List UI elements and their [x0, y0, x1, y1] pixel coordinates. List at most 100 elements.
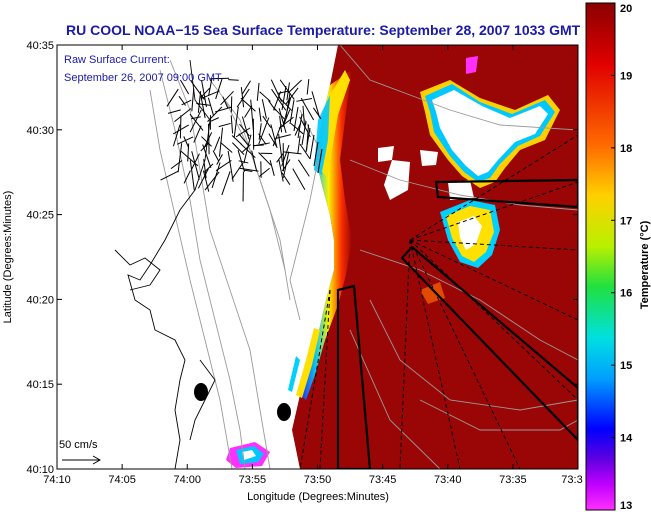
current-vector [243, 169, 253, 173]
current-vector [283, 151, 302, 155]
current-vector [278, 133, 283, 163]
current-label-line2: September 26, 2007 09:00 GMT [64, 72, 222, 84]
current-vector [312, 107, 322, 120]
current-vector [235, 127, 251, 138]
colorbar-ticks: 20 19 18 17 16 15 14 13 [611, 2, 633, 512]
current-vector [215, 78, 223, 100]
current-vector [231, 135, 243, 145]
current-vector [210, 117, 219, 122]
current-vector [299, 143, 311, 160]
current-vector [190, 153, 200, 171]
x-axis-ticks: 74:10 74:05 74:00 73:55 73:50 73:45 73:40 73:35… [43, 45, 583, 486]
current-vector [276, 153, 284, 163]
x-tick-label: 73:50 [304, 474, 332, 486]
x-axis-label: Longitude (Degrees:Minutes) [247, 491, 389, 503]
current-vector [273, 91, 282, 111]
current-vector [258, 107, 262, 122]
current-vector [289, 99, 295, 125]
map-plot-area [57, 45, 578, 469]
sampling-boxes [336, 178, 578, 469]
current-vector [298, 159, 310, 177]
current-vector [256, 82, 260, 101]
current-vector [281, 144, 290, 167]
sst-front-band-south-blue [288, 356, 300, 392]
current-vector [305, 127, 311, 153]
y-tick-label: 40:10 [26, 464, 54, 476]
current-vector [187, 143, 190, 162]
current-vector [203, 163, 214, 174]
colorbar-tick-label: 18 [620, 143, 632, 155]
current-vector [287, 79, 302, 94]
current-vector [177, 143, 183, 173]
current-vector [296, 98, 313, 102]
current-vector [220, 90, 234, 106]
current-vector [300, 97, 315, 121]
current-vector [197, 91, 202, 113]
current-vector [196, 102, 211, 106]
scale-label: 50 cm/s [59, 439, 98, 451]
cloud-patches [226, 56, 560, 468]
current-vector [269, 160, 275, 176]
current-vector [203, 132, 213, 149]
current-vector [238, 160, 249, 164]
current-vector [215, 160, 232, 172]
colorbar-tick-label: 14 [620, 433, 633, 445]
current-vector [258, 123, 262, 140]
current-vector [239, 123, 250, 137]
surface-current-vectors [160, 77, 323, 202]
current-vector [174, 108, 192, 123]
y-axis-ticks: 40:10 40:15 40:20 40:25 40:30 40:35 [26, 40, 578, 476]
current-vector [176, 136, 194, 145]
current-vector [259, 91, 271, 102]
current-vector [279, 115, 283, 133]
current-vector [201, 90, 220, 99]
x-tick-label: 74:05 [108, 474, 136, 486]
current-vector [200, 142, 209, 152]
x-tick-label: 73:35 [499, 474, 527, 486]
current-vector [204, 171, 220, 191]
x-tick-label: 74:10 [43, 474, 71, 486]
current-vector [238, 133, 249, 145]
current-vector [241, 80, 251, 95]
current-vector [180, 80, 190, 95]
current-vector [172, 124, 189, 135]
current-vector [179, 115, 182, 139]
current-vector [200, 87, 210, 98]
y-tick-label: 40:35 [26, 40, 54, 52]
current-vector [302, 105, 306, 128]
current-vector [253, 142, 270, 147]
current-vector [251, 150, 258, 172]
current-vector [258, 152, 272, 166]
colorbar-tick-label: 17 [620, 215, 632, 227]
current-vector [212, 150, 220, 162]
current-vector [214, 106, 232, 113]
y-tick-label: 40:30 [26, 125, 54, 137]
current-vector [258, 117, 270, 145]
current-vector [236, 88, 250, 108]
current-vector [313, 141, 319, 167]
current-vector [261, 99, 267, 119]
current-vector [258, 133, 267, 145]
coastline [114, 59, 216, 469]
current-vector [197, 168, 209, 189]
current-vector [200, 96, 206, 119]
current-vector [285, 87, 299, 105]
current-vector [191, 88, 195, 112]
current-vector [306, 79, 310, 95]
current-vector [231, 142, 245, 156]
current-vector [278, 97, 293, 111]
current-vector [271, 88, 287, 111]
current-vector [243, 134, 252, 164]
current-vector [166, 88, 179, 107]
colorbar-tick-label: 20 [620, 3, 632, 15]
current-vector [281, 159, 291, 172]
current-vector [317, 148, 323, 174]
current-vector [207, 97, 214, 116]
current-vector [170, 160, 183, 170]
current-vector [208, 78, 213, 96]
current-vector [301, 120, 307, 146]
y-tick-label: 40:20 [26, 294, 54, 306]
current-vector [239, 167, 259, 172]
current-vector [273, 107, 285, 120]
x-tick-label: 73:45 [369, 474, 397, 486]
